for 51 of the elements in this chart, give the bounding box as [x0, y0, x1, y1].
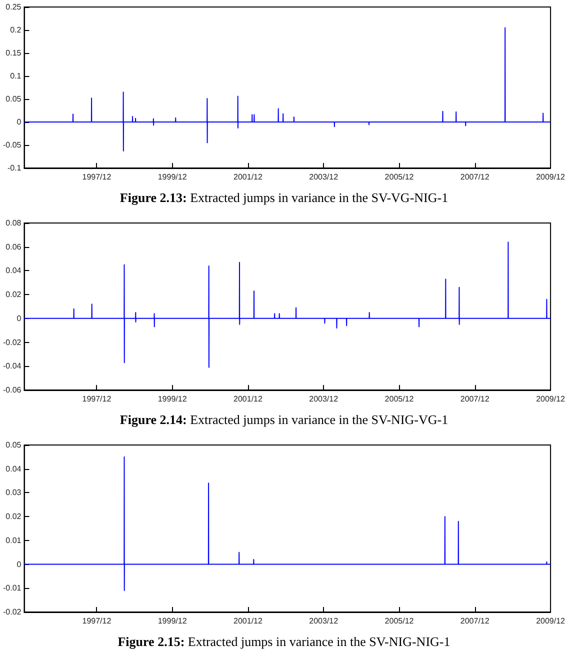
y-tick-label: 0.15 [6, 48, 22, 58]
x-tick-label: 2007/12 [460, 616, 490, 626]
y-tick-label: -0.05 [3, 140, 22, 150]
x-tick-label: 2003/12 [309, 394, 339, 404]
y-tick-label: 0.02 [6, 290, 22, 300]
y-tick-label: 0 [16, 314, 22, 323]
y-tick-label: -0.02 [3, 338, 22, 347]
y-tick-label: 0.06 [6, 242, 22, 252]
x-tick-label: 2003/12 [309, 616, 339, 626]
y-tick-label: 0.05 [6, 440, 22, 450]
y-tick-label: -0.06 [3, 386, 22, 394]
text: Figure 2.14: Extracted jumps in variance in the SV-NIG-VG-1 [118, 412, 450, 429]
line-series [24, 456, 552, 592]
x-tick-label: 1999/12 [158, 394, 188, 404]
y-tick-label: -0.04 [3, 362, 22, 371]
y-tick-label: 0 [16, 560, 22, 569]
y-tick-label: -0.01 [3, 584, 22, 593]
y-tick-label: 0.04 [6, 266, 22, 276]
y-tick-label: 0.05 [6, 94, 22, 104]
text: Figure 2.13: Extracted jumps in variance in the SV-VG-NIG-1 [118, 190, 450, 207]
x-tick-label: 2001/12 [234, 172, 263, 182]
line-series [24, 27, 552, 152]
y-tick-label: 0.03 [6, 488, 22, 498]
y-tick-label: 0.02 [6, 512, 22, 522]
y-tick-label: 0.2 [10, 26, 22, 34]
x-tick-label: 1997/12 [82, 172, 112, 182]
y-tick-label: 0.1 [10, 72, 22, 80]
x-tick-label: 2007/12 [460, 172, 490, 182]
x-tick-label: 2001/12 [234, 616, 263, 626]
x-tick-label: 2005/12 [384, 394, 414, 404]
y-tick-label: 0.04 [6, 464, 22, 474]
x-tick-label: 2003/12 [309, 172, 339, 182]
x-tick-label: 2009/12 [536, 616, 566, 626]
x-tick-label: 2005/12 [384, 616, 414, 626]
x-tick-label: 1999/12 [158, 172, 188, 182]
y-tick-label: -0.1 [7, 164, 22, 172]
x-tick-label: 2007/12 [460, 394, 490, 404]
y-tick-label: 0 [16, 118, 22, 126]
text: Figure 2.15: Extracted jumps in variance in the SV-NIG-NIG-1 [116, 634, 452, 651]
y-tick-label: -0.02 [3, 608, 22, 616]
y-tick-label: 0.08 [6, 218, 22, 228]
x-tick-label: 2009/12 [536, 172, 566, 182]
x-tick-label: 1997/12 [82, 616, 112, 626]
x-tick-label: 2001/12 [234, 394, 263, 404]
x-tick-label: 2009/12 [536, 394, 566, 404]
x-tick-label: 1999/12 [158, 616, 188, 626]
y-tick-label: 0.25 [6, 2, 22, 12]
x-tick-label: 1997/12 [82, 394, 112, 404]
y-tick-label: 0.01 [6, 536, 22, 545]
x-tick-label: 2005/12 [384, 172, 414, 182]
line-series [24, 242, 552, 368]
